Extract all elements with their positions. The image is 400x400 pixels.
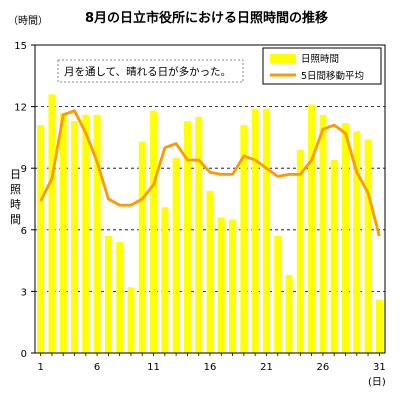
bar: [353, 131, 361, 353]
y-unit-label: （時間）: [8, 15, 48, 27]
bar: [71, 120, 79, 354]
bar: [364, 139, 372, 353]
legend-line-label: 5日間移動平均: [301, 70, 364, 82]
bar: [240, 125, 248, 353]
bar: [330, 159, 338, 353]
y-axis-label-char: 時: [10, 198, 21, 211]
y-axis-label-char: 照: [10, 183, 21, 196]
bar: [251, 108, 259, 353]
bar: [262, 108, 270, 353]
bar: [48, 94, 56, 353]
bar: [217, 217, 225, 353]
bar: [274, 235, 282, 353]
y-tick-label: 0: [21, 349, 27, 360]
bar: [206, 190, 214, 353]
bar: [183, 120, 191, 354]
bar: [37, 125, 45, 353]
bar: [116, 242, 124, 353]
y-axis-label: 日照時間: [10, 168, 21, 226]
bar: [285, 274, 293, 353]
legend-bar-swatch: [270, 54, 296, 63]
bar: [150, 110, 158, 353]
bars-group: [37, 94, 383, 354]
bar: [82, 114, 90, 354]
chart-title: 8月の日立市役所における日照時間の推移: [85, 10, 328, 26]
y-tick-label: 3: [21, 287, 27, 298]
bar: [308, 104, 316, 354]
bar: [319, 114, 327, 354]
bar: [296, 149, 304, 353]
legend-bar-label: 日照時間: [301, 54, 339, 65]
moving-average-line: [39, 109, 381, 237]
y-tick-label: 9: [21, 164, 27, 175]
bar: [375, 299, 383, 353]
x-tick-label: 21: [260, 362, 273, 373]
x-tick-label: 26: [317, 362, 330, 373]
bar: [341, 123, 349, 353]
bar: [195, 116, 203, 353]
bar: [93, 114, 101, 354]
bar: [59, 112, 67, 353]
x-tick-label: 1: [37, 362, 43, 373]
y-axis-label-char: 日: [10, 168, 21, 181]
bar: [229, 219, 237, 353]
bar: [172, 157, 180, 353]
x-tick-label: 6: [94, 362, 100, 373]
y-tick-label: 15: [14, 41, 27, 52]
x-tick-label: 11: [147, 362, 160, 373]
moving-average-group: [39, 109, 381, 237]
bar: [138, 141, 146, 353]
bar: [127, 287, 135, 353]
annotation-box: [57, 59, 244, 83]
y-axis-label-char: 間: [10, 213, 21, 226]
x-tick-label: 16: [204, 362, 217, 373]
x-tick-label: 31: [373, 362, 386, 373]
bar: [104, 235, 112, 353]
y-tick-label: 12: [14, 103, 27, 114]
x-unit-label: (日): [368, 377, 386, 388]
annotation-text: 月を通して、晴れる日が多かった。: [64, 65, 231, 78]
y-tick-label: 6: [21, 226, 27, 237]
bar: [161, 207, 169, 353]
